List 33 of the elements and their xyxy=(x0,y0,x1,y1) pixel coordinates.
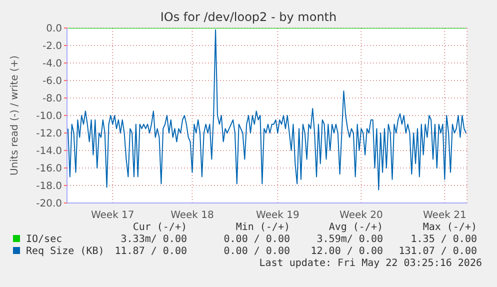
chart-title: IOs for /dev/loop2 - by month xyxy=(159,10,338,24)
y-tick-label: 0.0 xyxy=(46,24,62,35)
text: 3.59m/ 0.00 xyxy=(316,234,383,246)
text: Last update: Fri May 22 03:25:16 2026 xyxy=(259,258,482,270)
y-tick-label: -4.0 xyxy=(42,58,62,70)
text: 12.00 / 0.00 xyxy=(310,246,383,258)
text: 11.87 / 0.00 xyxy=(114,246,187,258)
y-tick-label: -10.0 xyxy=(36,111,62,122)
text: 1.35 / 0.00 xyxy=(410,234,477,246)
legend-label: IO/sec xyxy=(25,234,62,246)
text: 0.00 / 0.00 xyxy=(224,246,290,258)
legend-label: Req Size (KB) xyxy=(25,246,104,258)
text: Max (-/+) xyxy=(422,222,477,234)
y-tick-label: -18.0 xyxy=(36,181,62,192)
y-tick-label: -16.0 xyxy=(36,164,62,175)
x-tick-label: Week 20 xyxy=(340,210,383,222)
text: 131.07 / 0.00 xyxy=(398,246,477,258)
text: Min (-/+) xyxy=(236,222,290,234)
y-tick-label: -8.0 xyxy=(42,94,62,105)
y-tick-label: -20.0 xyxy=(36,198,62,210)
text: Avg (-/+) xyxy=(328,222,383,234)
x-tick-label: Week 18 xyxy=(170,210,214,222)
x-tick-label: Week 19 xyxy=(256,210,300,222)
text: 0.00 / 0.00 xyxy=(224,234,290,246)
y-axis-title: Units read (-) / write (+) xyxy=(10,55,21,176)
x-tick-label: Week 17 xyxy=(90,210,134,222)
text: Cur (-/+) xyxy=(132,222,187,234)
x-tick-label: Week 21 xyxy=(423,210,466,222)
y-tick-label: -2.0 xyxy=(42,41,62,52)
text: 3.33m/ 0.00 xyxy=(120,234,187,246)
y-tick-label: -6.0 xyxy=(42,76,62,88)
y-tick-label: -14.0 xyxy=(36,146,62,158)
y-tick-label: -12.0 xyxy=(36,128,62,140)
